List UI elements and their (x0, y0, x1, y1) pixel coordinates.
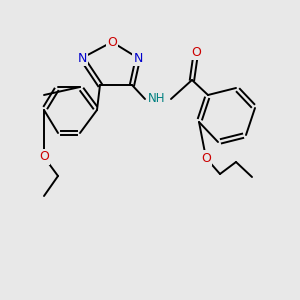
Text: O: O (201, 152, 211, 164)
Text: N: N (77, 52, 87, 64)
Text: O: O (39, 151, 49, 164)
Text: N: N (133, 52, 143, 64)
Text: O: O (191, 46, 201, 59)
Text: NH: NH (148, 92, 166, 106)
Text: O: O (107, 35, 117, 49)
